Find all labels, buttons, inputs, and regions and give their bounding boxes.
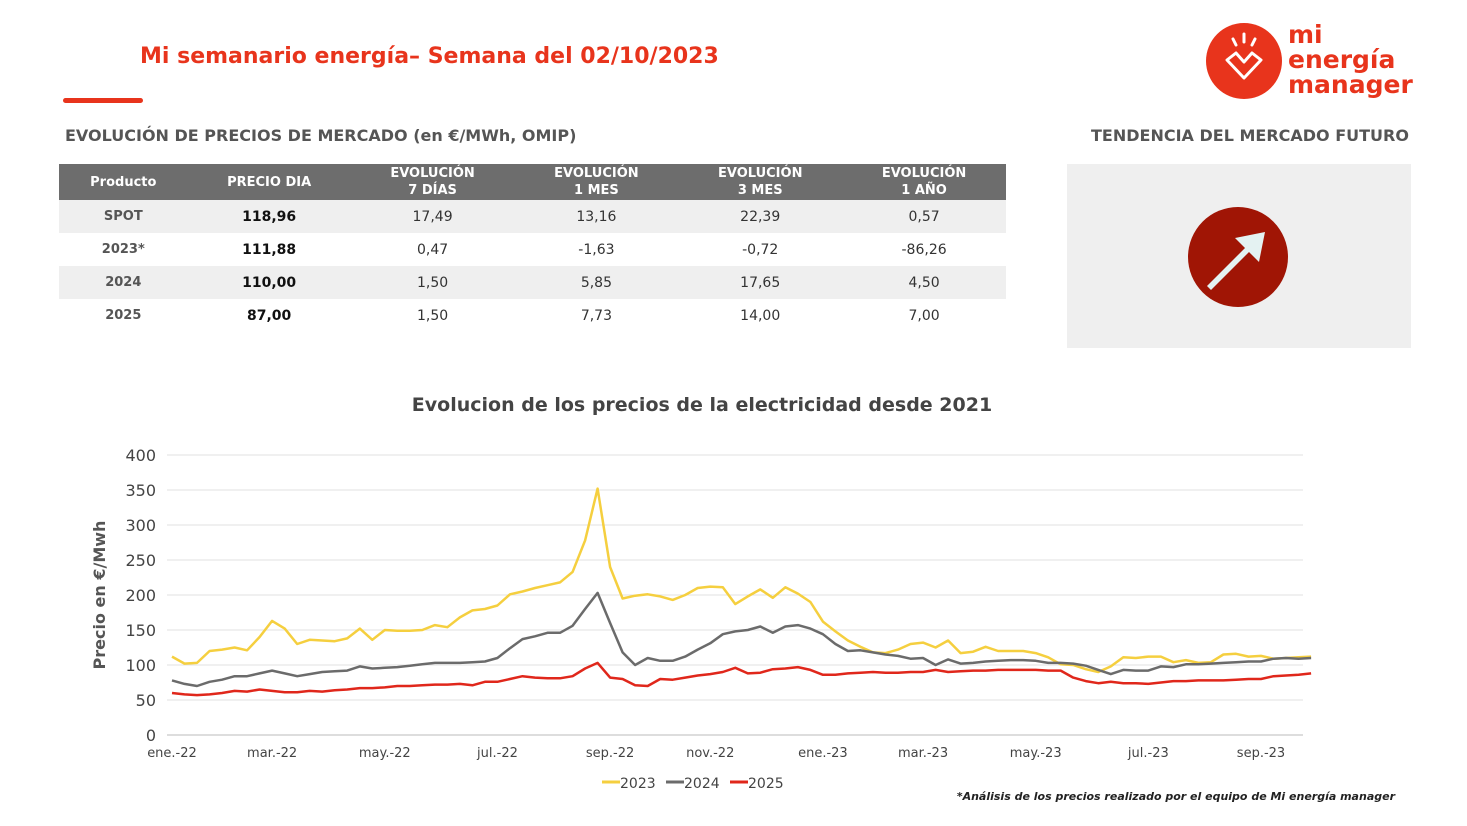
logo-text: mi energía manager bbox=[1288, 22, 1413, 97]
y-tick-label: 50 bbox=[136, 691, 156, 710]
column-header: EVOLUCIÓN 7 DÍAS bbox=[350, 164, 515, 200]
x-tick-label: ene.-23 bbox=[798, 746, 848, 761]
table-cell: 17,65 bbox=[678, 266, 843, 299]
footnote: *Análisis de los precios realizado por e… bbox=[956, 790, 1395, 803]
x-tick-label: may.-22 bbox=[359, 746, 411, 761]
table-cell: 17,49 bbox=[350, 200, 515, 233]
x-tick-label: nov.-22 bbox=[686, 746, 734, 761]
table-cell: 0,57 bbox=[842, 200, 1006, 233]
logo-line: manager bbox=[1288, 70, 1413, 99]
trend-title: TENDENCIA DEL MERCADO FUTURO bbox=[1091, 126, 1409, 145]
table-cell: 5,85 bbox=[514, 266, 679, 299]
table-cell: -0,72 bbox=[742, 241, 779, 258]
table-cell: 13,16 bbox=[514, 200, 679, 233]
table-row: 2023* 111,88 0,47 -1,63 -0,72 -86,26 bbox=[59, 233, 1006, 266]
y-tick-label: 400 bbox=[125, 446, 156, 465]
column-header: PRECIO DIA bbox=[187, 164, 351, 200]
table-cell: 110,00 bbox=[187, 266, 351, 299]
y-axis-label: Precio en €/Mwh bbox=[90, 521, 109, 670]
table-row: SPOT 118,96 17,49 13,16 22,39 0,57 bbox=[59, 200, 1006, 233]
y-tick-label: 200 bbox=[125, 586, 156, 605]
series-line bbox=[171, 487, 1312, 674]
trend-icon bbox=[1188, 207, 1288, 307]
x-tick-label: sep.-22 bbox=[586, 746, 634, 761]
table-cell: 0,47 bbox=[416, 241, 449, 258]
logo-icon bbox=[1206, 23, 1282, 99]
x-tick-label: may.-23 bbox=[1010, 746, 1062, 761]
table-cell: -86,26 bbox=[901, 241, 947, 258]
table-row: 2024 110,00 1,50 5,85 17,65 4,50 bbox=[59, 266, 1006, 299]
table-cell: SPOT bbox=[59, 200, 188, 233]
column-header: EVOLUCIÓN 1 MES bbox=[514, 164, 679, 200]
column-header: EVOLUCIÓN 1 AÑO bbox=[842, 164, 1006, 200]
line-chart: Evolucion de los precios de la electrici… bbox=[90, 394, 1312, 792]
x-tick-label: ene.-22 bbox=[147, 746, 197, 761]
series-line bbox=[171, 591, 1312, 688]
table-row: 2025 87,00 1,50 7,73 14,00 7,00 bbox=[59, 299, 1006, 332]
price-table: Producto PRECIO DIA EVOLUCIÓN 7 DÍAS EVOLUC… bbox=[59, 164, 1006, 332]
legend-label: 2025 bbox=[748, 776, 784, 792]
title-underline bbox=[63, 98, 143, 103]
x-tick-label: sep.-23 bbox=[1237, 746, 1285, 761]
table-cell: 2023* bbox=[101, 242, 145, 257]
column-header: Producto bbox=[59, 164, 188, 200]
table-cell: 2024 bbox=[59, 266, 188, 299]
x-tick-label: mar.-23 bbox=[898, 746, 948, 761]
logo-line: mi bbox=[1288, 20, 1323, 49]
chart-title: Evolucion de los precios de la electrici… bbox=[412, 394, 992, 416]
legend-label: 2024 bbox=[684, 776, 720, 792]
table-cell: 1,50 bbox=[416, 307, 449, 324]
header-row: Producto PRECIO DIA EVOLUCIÓN 7 DÍAS EVOLUC… bbox=[59, 164, 1006, 200]
table-cell: 14,00 bbox=[740, 307, 781, 324]
table-cell: 7,00 bbox=[908, 307, 940, 324]
table-cell: 2025 bbox=[105, 308, 142, 323]
x-tick-label: jul.-22 bbox=[476, 746, 518, 761]
series-line bbox=[171, 661, 1312, 697]
logo-line: energía bbox=[1288, 45, 1396, 74]
page-title: Mi semanario energía– Semana del 02/10/2… bbox=[140, 44, 719, 69]
y-tick-label: 0 bbox=[146, 726, 156, 745]
table-cell: 118,96 bbox=[187, 200, 351, 233]
y-tick-label: 150 bbox=[125, 621, 156, 640]
y-tick-label: 350 bbox=[125, 481, 156, 500]
table-cell: 4,50 bbox=[842, 266, 1006, 299]
table-title: EVOLUCIÓN DE PRECIOS DE MERCADO (en €/MW… bbox=[65, 126, 577, 145]
y-tick-label: 300 bbox=[125, 516, 156, 535]
y-tick-label: 100 bbox=[125, 656, 156, 675]
legend-label: 2023 bbox=[620, 776, 656, 792]
x-tick-label: jul.-23 bbox=[1127, 746, 1169, 761]
table-cell: 87,00 bbox=[246, 307, 292, 324]
table-cell: 111,88 bbox=[242, 241, 297, 258]
trend-panel bbox=[1067, 164, 1411, 348]
table-cell: 1,50 bbox=[350, 266, 515, 299]
table-cell: 22,39 bbox=[678, 200, 843, 233]
x-tick-label: mar.-22 bbox=[247, 746, 297, 761]
y-tick-label: 250 bbox=[125, 551, 156, 570]
table-cell: 7,73 bbox=[580, 307, 612, 324]
table-cell: -1,63 bbox=[578, 241, 615, 258]
column-header: EVOLUCIÓN 3 MES bbox=[678, 164, 843, 200]
